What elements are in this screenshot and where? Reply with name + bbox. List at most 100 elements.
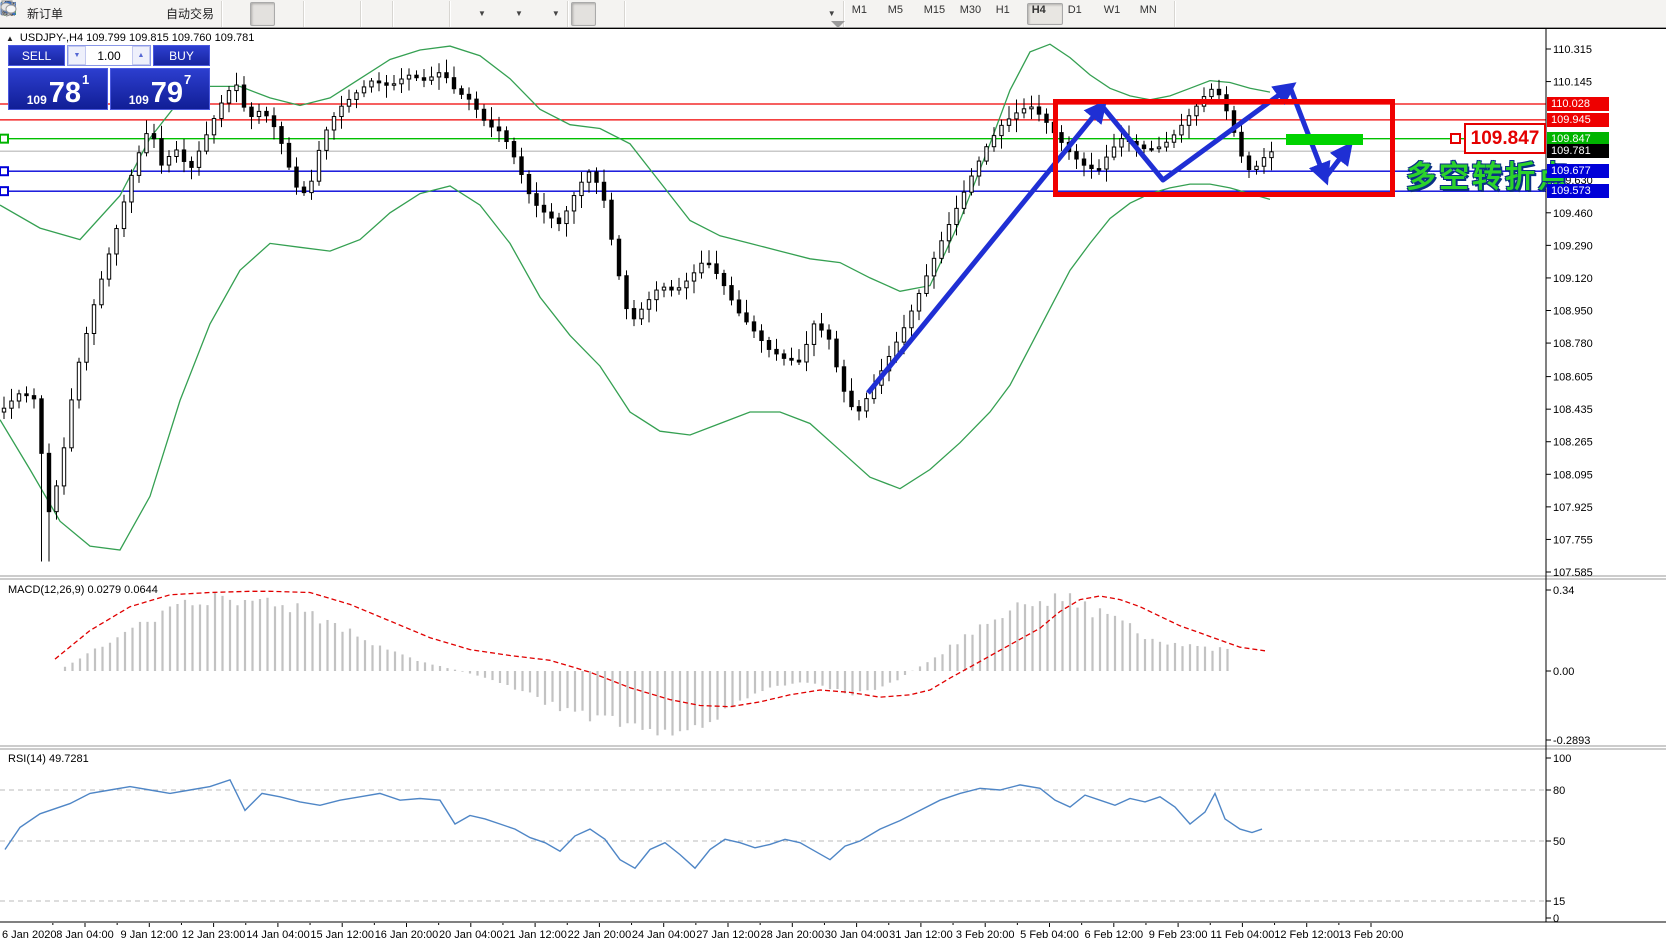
bull-candle	[69, 399, 74, 449]
chart-scroll-marker[interactable]	[831, 21, 845, 28]
chevron-down-icon: ▼	[827, 9, 836, 18]
news-button[interactable]	[1, 1, 142, 26]
timeframe-button-m30[interactable]: M30	[959, 3, 982, 16]
time-tick-label: 30 Jan 04:00	[825, 929, 889, 941]
bull-candle	[969, 175, 974, 193]
collapse-panel-icon[interactable]: ▲	[6, 33, 14, 43]
timeframe-button-m15[interactable]: M15	[923, 3, 946, 16]
horizontal-line-button[interactable]	[2, 2, 678, 26]
bear-candle	[159, 138, 164, 166]
sell-button[interactable]: SELL	[8, 45, 65, 66]
candlestick-chart-icon	[2, 1, 271, 22]
sell-price-tile[interactable]: 109 78 1	[8, 68, 108, 110]
buy-price-pips: 79	[150, 77, 184, 109]
price-level-tag: 109.573	[1547, 184, 1609, 199]
bear-candle	[856, 406, 862, 412]
bear-candle	[601, 181, 607, 201]
price-tick-label: 109.290	[1553, 240, 1593, 252]
bear-candle	[519, 156, 524, 175]
tile-windows-button[interactable]	[1, 2, 389, 26]
bear-candle	[241, 84, 247, 108]
bear-candle	[796, 359, 802, 363]
bear-candle	[46, 452, 52, 513]
bull-candle	[654, 289, 659, 301]
line-chart-button[interactable]	[0, 2, 300, 26]
volume-input[interactable]: 1.00	[97, 48, 121, 63]
volume-increase-button[interactable]: ▲	[132, 46, 150, 65]
autotrading-button[interactable]: 自动交易	[1, 2, 218, 26]
cursor-button[interactable]	[5, 1, 596, 26]
bull-candle	[639, 308, 644, 320]
symbol-header: ▲ USDJPY-,H4 109.799 109.815 109.760 109…	[6, 32, 254, 44]
bear-candle	[279, 126, 284, 144]
arrows-icon	[6, 2, 824, 22]
timeframe-button-d1[interactable]: D1	[1067, 3, 1082, 16]
bull-candle	[1179, 124, 1184, 136]
rsi-tick-label: 100	[1553, 753, 1571, 765]
bull-candle	[661, 286, 667, 291]
bear-candle	[459, 88, 464, 95]
zoom-out-button[interactable]	[1, 1, 357, 26]
rsi-tick-label: 0	[1553, 913, 1559, 925]
toolbar-group-charttype	[0, 0, 305, 27]
chat-button[interactable]	[0, 2, 1658, 26]
bear-candle	[466, 93, 472, 100]
timeframe-button-h1[interactable]: H1	[995, 3, 1010, 16]
red-rectangle-annotation[interactable]	[1053, 99, 1395, 197]
search-button[interactable]	[1, 1, 1627, 26]
templates-button[interactable]: ▼	[0, 2, 564, 26]
chart-shift-icon	[2, 3, 442, 22]
bull-candle	[99, 278, 104, 306]
chart-area[interactable]: ▲ USDJPY-,H4 109.799 109.815 109.760 109…	[0, 28, 1666, 945]
bull-candle	[946, 224, 952, 242]
chart-shift-button[interactable]	[2, 2, 446, 26]
bull-candle	[211, 118, 217, 136]
text-button[interactable]: A	[4, 1, 778, 26]
timeframe-button-m5[interactable]: M5	[887, 3, 903, 16]
timeframe-button-w1[interactable]: W1	[1103, 3, 1121, 16]
timeframe-button-h4[interactable]: H4	[1026, 2, 1063, 25]
callout-anchor-square[interactable]	[1450, 133, 1461, 144]
bear-candle	[511, 141, 517, 158]
text-label-button[interactable]: T	[1, 2, 803, 26]
bull-candle	[991, 135, 997, 148]
fibonacci-button[interactable]: F	[2, 2, 753, 26]
bear-candle	[1246, 155, 1252, 171]
indicators-button[interactable]: ▼	[1, 0, 490, 26]
bear-candle	[766, 340, 772, 350]
bear-candle	[1059, 132, 1064, 143]
trendline-button[interactable]	[2, 2, 703, 26]
timeframe-button-m1[interactable]: M1	[851, 3, 867, 16]
new-chart-button[interactable]	[1, 1, 92, 26]
time-tick-label: 12 Jan 23:00	[182, 929, 246, 941]
vertical-line-button[interactable]	[7, 2, 653, 26]
bull-candle	[399, 78, 404, 85]
buy-button[interactable]: BUY	[153, 45, 210, 66]
auto-scroll-icon	[2, 3, 417, 22]
channel-button[interactable]: E	[1, 2, 728, 26]
green-highlight-bar[interactable]	[1286, 134, 1363, 145]
crosshair-button[interactable]	[1, 1, 621, 26]
price-callout-label[interactable]: 109.847	[1464, 123, 1546, 154]
new-chart-icon	[1, 1, 88, 22]
profiles-button[interactable]	[1, 2, 117, 26]
periods-button[interactable]: ▼	[1, 1, 527, 26]
bull-candle	[924, 275, 929, 294]
auto-scroll-button[interactable]	[2, 2, 421, 26]
toolbar-group-windows	[1, 0, 394, 27]
bar-chart-button[interactable]	[2, 2, 250, 26]
volume-decrease-button[interactable]: ▼	[68, 46, 86, 65]
buy-price-tile[interactable]: 109 79 7	[110, 68, 210, 110]
rsi-tick-label: 15	[1553, 896, 1565, 908]
bull-candle	[76, 361, 82, 401]
bull-candle	[811, 323, 817, 345]
bull-candle	[564, 210, 569, 225]
timeframe-group: M1 M5 M15 M30 H1 H4 D1 W1 MN	[844, 0, 1175, 27]
bear-candle	[541, 204, 547, 213]
chinese-annotation-text[interactable]: 多空转折点	[1406, 161, 1571, 194]
bear-candle	[706, 262, 712, 266]
candlestick-chart-button[interactable]	[2, 1, 276, 26]
timeframe-button-mn[interactable]: MN	[1139, 3, 1157, 16]
zoom-in-button[interactable]	[1, 1, 332, 26]
